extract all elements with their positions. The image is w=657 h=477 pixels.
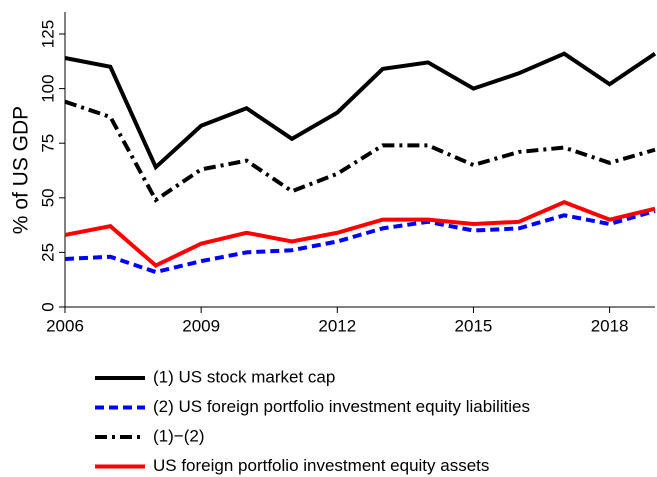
- y-tick-label: 75: [38, 134, 57, 153]
- legend-label: US foreign portfolio investment equity a…: [153, 456, 489, 475]
- series-line: [64, 99, 656, 203]
- series-line: [64, 51, 657, 171]
- legend-label: (1) US stock market cap: [153, 367, 335, 386]
- x-tick-label: 2006: [46, 316, 84, 335]
- legend-label: (1)−(2): [153, 426, 204, 445]
- x-tick-label: 2009: [182, 316, 220, 335]
- legend-label: (2) US foreign portfolio investment equi…: [153, 397, 530, 416]
- series-line: [64, 208, 656, 275]
- series-line: [64, 200, 656, 268]
- y-tick-label: 100: [38, 74, 57, 102]
- y-tick-label: 25: [38, 243, 57, 262]
- y-tick-label: 125: [38, 20, 57, 48]
- x-tick-label: 2015: [455, 316, 493, 335]
- y-tick-label: 0: [38, 302, 57, 311]
- x-tick-label: 2012: [318, 316, 356, 335]
- x-tick-label: 2018: [591, 316, 629, 335]
- y-axis-title: % of US GDP: [10, 106, 33, 234]
- y-tick-label: 50: [38, 188, 57, 207]
